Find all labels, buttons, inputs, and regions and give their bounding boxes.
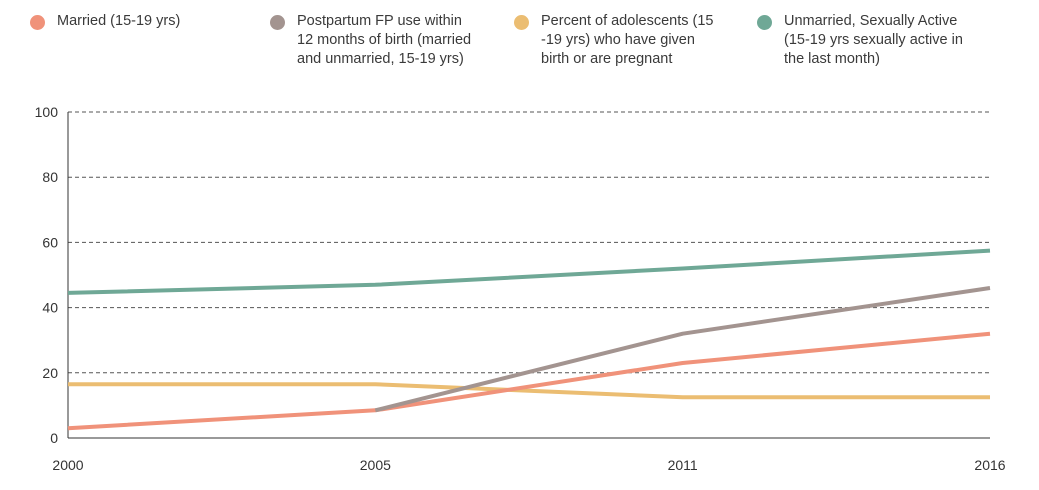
series-line-married <box>67 331 991 431</box>
y-tick-label-80: 80 <box>42 169 58 185</box>
y-tick-label-20: 20 <box>42 365 58 381</box>
legend-label-unmarried-active: Unmarried, Sexually Active (15-19 yrs se… <box>784 13 963 67</box>
legend-item-adolescent-births: Percent of adolescents (15 -19 yrs) who … <box>514 12 714 69</box>
series-line-unmarried-active <box>67 248 991 295</box>
legend: Married (15-19 yrs) Postpartum FP use wi… <box>30 12 1030 82</box>
legend-label-adolescent-births: Percent of adolescents (15 -19 yrs) who … <box>541 13 714 67</box>
y-tick-label-100: 100 <box>35 104 59 120</box>
legend-swatch-married <box>30 15 45 30</box>
legend-swatch-postpartum-fp <box>270 15 285 30</box>
series-line-adolescent-births <box>68 382 990 400</box>
x-tick-label-2011: 2011 <box>668 457 698 473</box>
legend-label-postpartum-fp: Postpartum FP use within 12 months of bi… <box>297 13 472 67</box>
legend-swatch-unmarried-active <box>757 15 772 30</box>
legend-item-married: Married (15-19 yrs) <box>30 12 180 31</box>
legend-item-postpartum-fp: Postpartum FP use within 12 months of bi… <box>270 12 471 69</box>
legend-label-married: Married (15-19 yrs) <box>57 13 181 29</box>
x-tick-label-2005: 2005 <box>360 457 391 473</box>
x-tick-label-2016: 2016 <box>974 457 1005 473</box>
legend-swatch-adolescent-births <box>514 15 529 30</box>
y-tick-label-60: 60 <box>42 234 58 250</box>
series-line-postpartum-fp <box>374 286 991 413</box>
x-tick-label-2000: 2000 <box>52 457 83 473</box>
legend-item-unmarried-active: Unmarried, Sexually Active (15-19 yrs se… <box>757 12 963 69</box>
y-tick-label-0: 0 <box>50 430 58 446</box>
y-tick-label-40: 40 <box>42 300 58 316</box>
